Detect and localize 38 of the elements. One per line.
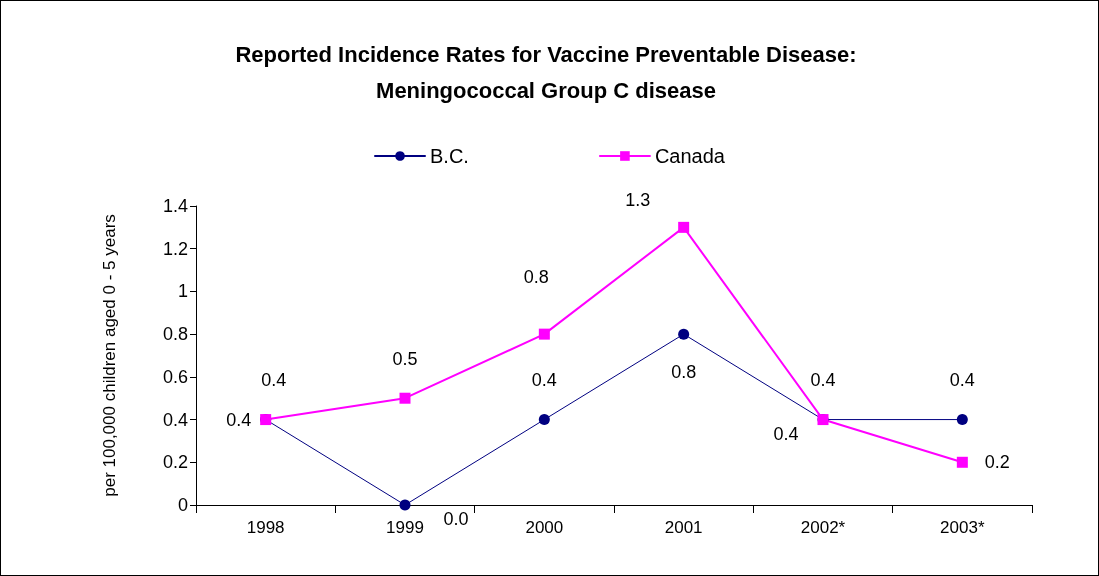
x-tick-label: 2002* [800,518,846,537]
point [399,392,411,404]
data-label: 0.5 [392,348,418,369]
y-tick-label: 0.8 [162,324,188,345]
x-tick-label: 2001 [664,518,703,537]
y-tick-label: 0.4 [162,409,188,430]
data-label: 1.3 [625,189,651,210]
point [678,221,690,233]
point [538,414,550,426]
point [956,414,968,426]
y-axis-title: per 100,000 children aged 0 - 5 years [100,214,119,497]
x-tick-label: 1999 [386,518,424,537]
y-tick-label: 0.6 [162,366,188,387]
point [678,328,690,340]
data-label: 0.2 [984,452,1010,473]
y-tick-label: 1.4 [162,196,188,216]
x-tick-label: 2000 [525,518,564,537]
data-label: 0.8 [523,266,549,287]
legend-label: B.C. [430,145,469,167]
x-tick-label: 2003* [940,518,985,537]
data-label: 0.4 [949,370,975,391]
point [956,456,968,468]
y-tick-label: 1.2 [162,238,188,259]
point [538,328,550,340]
data-label: 0.4 [531,370,557,391]
data-label: 0.8 [671,361,697,382]
y-tick-label: 0 [177,495,188,515]
data-label: 0.4 [261,370,287,391]
chart-title: Reported Incidence Rates for Vaccine Preventable Disease: Meningococcal Group C disease [235,41,857,103]
point [399,499,411,511]
y-tick-label: 1 [177,281,188,302]
data-label: 0.4 [810,370,836,391]
x-tick-label: 1998 [246,518,285,537]
data-label: 0.4 [773,423,799,444]
legend-label: Canada [654,145,726,167]
y-tick-label: 0.2 [162,452,188,473]
data-label: 0.0 [443,509,469,529]
data-label: 0.4 [226,409,252,430]
